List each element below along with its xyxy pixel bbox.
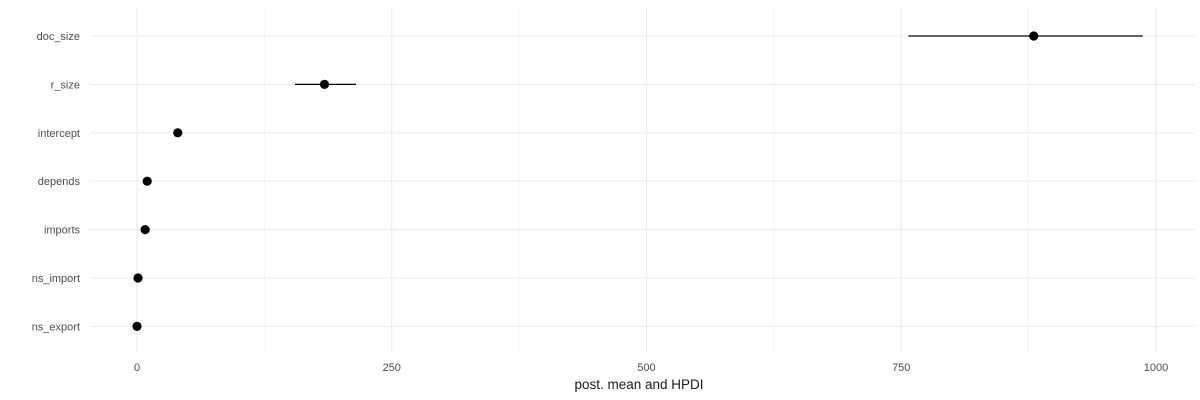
mean-point-depends xyxy=(142,176,152,186)
mean-point-r-size xyxy=(319,79,330,89)
row-grid-layer xyxy=(90,35,1195,327)
mean-point-doc-size xyxy=(1029,31,1039,41)
y-tick-label-ns-import: ns_import xyxy=(32,273,80,285)
x-tick-label: 0 xyxy=(134,362,140,374)
mean-point-imports xyxy=(140,225,150,235)
y-tick-label-imports: imports xyxy=(44,225,81,237)
y-tick-label-r-size: r_size xyxy=(51,79,80,91)
mean-point-ns-import xyxy=(133,273,143,283)
point-layer xyxy=(132,31,1039,331)
y-tick-label-intercept: intercept xyxy=(38,128,80,140)
x-axis-title: post. mean and HPDI xyxy=(574,377,703,392)
y-tick-label-depends: depends xyxy=(38,176,81,188)
x-tick-label: 500 xyxy=(637,362,655,374)
interval-layer xyxy=(294,35,1143,86)
grid-layer xyxy=(136,8,1157,352)
mean-point-intercept xyxy=(173,128,183,138)
x-tick-label: 1000 xyxy=(1144,362,1168,374)
mean-point-ns-export xyxy=(132,321,142,331)
x-axis-labels: 0 250 500 750 1000 xyxy=(134,362,1168,374)
x-tick-label: 250 xyxy=(383,362,401,374)
y-tick-label-ns-export: ns_export xyxy=(32,321,80,333)
y-tick-label-doc-size: doc_size xyxy=(37,31,80,43)
y-axis-labels: doc_size r_size intercept depends imports ns_… xyxy=(32,31,81,333)
x-tick-label: 750 xyxy=(892,362,910,374)
